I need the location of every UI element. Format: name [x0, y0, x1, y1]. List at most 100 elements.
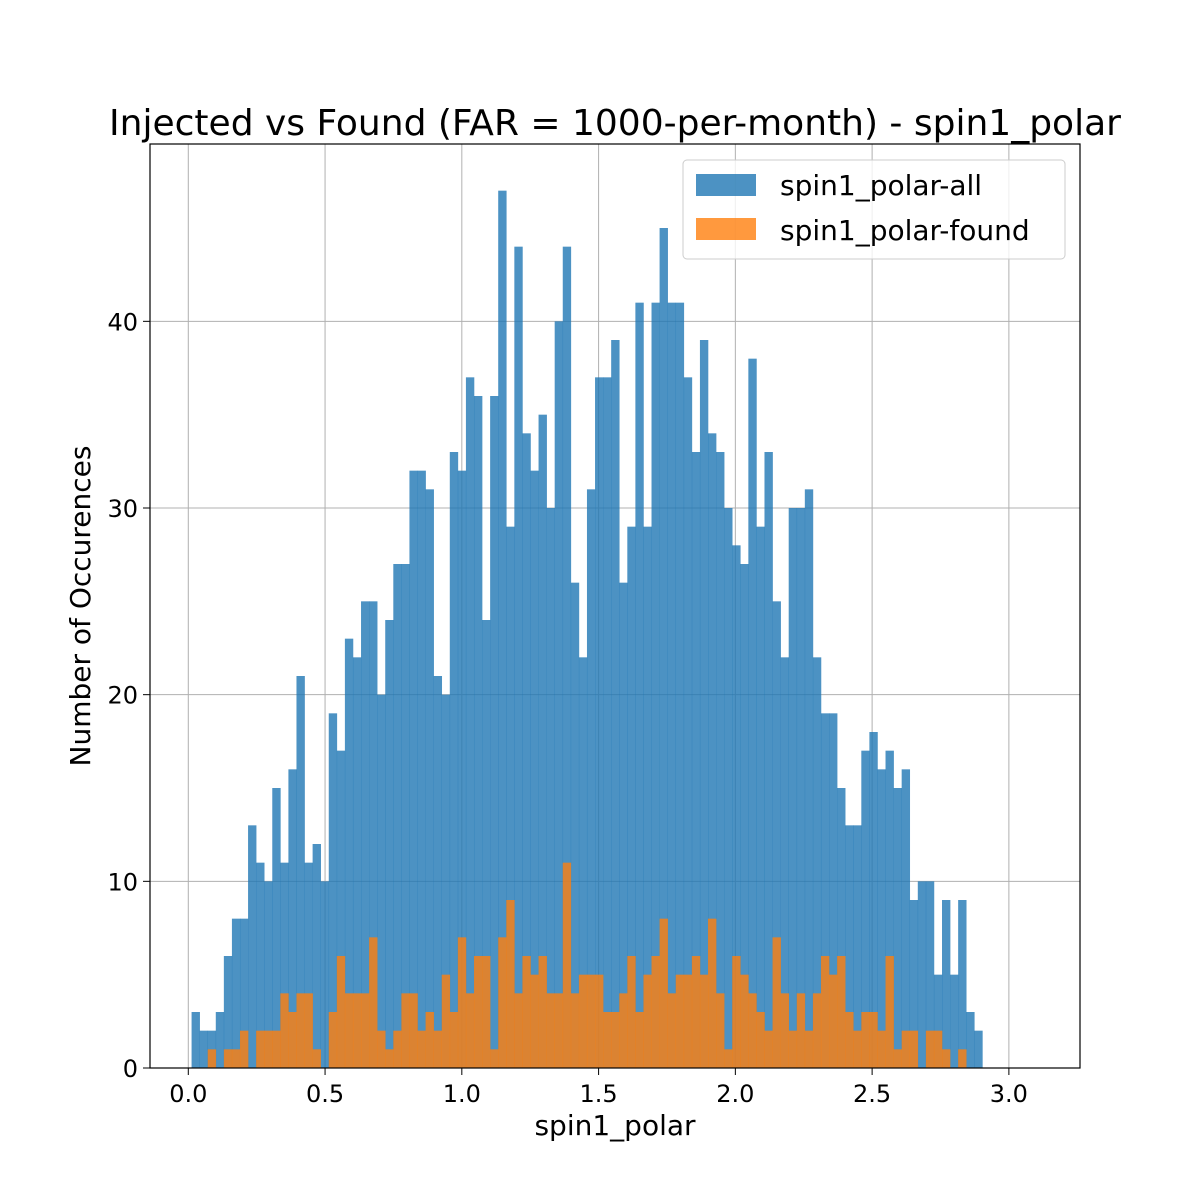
bar-found [804, 1030, 814, 1068]
bar-all [280, 862, 289, 1068]
bar-all [328, 713, 338, 1068]
bar-found [845, 1012, 854, 1068]
bar-all [264, 881, 273, 1068]
bar-found [417, 1030, 426, 1068]
bar-all [272, 788, 281, 1068]
x-tick-label: 1.0 [443, 1080, 481, 1108]
bar-found [627, 956, 636, 1068]
bar-found [724, 1049, 733, 1068]
plot-frame [149, 143, 1081, 1069]
bar-found [554, 993, 564, 1068]
bar-all [958, 900, 967, 1068]
bar-all [909, 900, 919, 1068]
chart-title: Injected vs Found (FAR = 1000-per-month)… [109, 103, 1121, 144]
bar-found [716, 993, 725, 1068]
bar-found [780, 993, 789, 1068]
bar-found [643, 974, 652, 1068]
x-tick-label: 2.0 [716, 1080, 754, 1108]
bar-all [248, 825, 257, 1068]
bar-found [958, 1049, 967, 1068]
bar-found [756, 1012, 765, 1068]
bar-all [619, 582, 628, 1068]
bar-all [716, 452, 725, 1068]
bar-all [651, 302, 660, 1069]
bar-found [853, 1030, 862, 1068]
bar-all [336, 750, 346, 1068]
bar-all [506, 526, 515, 1068]
bar-all [441, 694, 451, 1068]
bar-all [401, 564, 410, 1068]
bar-all [578, 657, 588, 1068]
bar-all [312, 844, 321, 1068]
bar-all [603, 377, 612, 1068]
legend-swatch-all [696, 174, 756, 196]
bar-all [829, 713, 838, 1068]
bar-found [385, 1049, 394, 1068]
bar-found [312, 1049, 321, 1068]
bar-all [570, 582, 580, 1068]
bar-all [385, 620, 394, 1068]
bar-found [336, 956, 346, 1068]
bar-found [490, 1049, 499, 1068]
bar-all [199, 1030, 209, 1068]
bar-all [530, 470, 539, 1069]
bar-found [449, 1012, 459, 1068]
bar-all [256, 862, 265, 1068]
bar-all [627, 526, 636, 1068]
x-tick-label: 1.5 [580, 1080, 618, 1108]
x-tick-label: 3.0 [990, 1080, 1028, 1108]
bar-all [683, 377, 693, 1068]
bar-found [699, 974, 709, 1068]
bar-found [570, 993, 580, 1068]
bar-all [498, 190, 507, 1068]
bar-found [256, 1030, 265, 1068]
bar-all [457, 470, 467, 1069]
bar-all [554, 321, 564, 1068]
bar-all [304, 862, 313, 1068]
bar-all [845, 825, 854, 1068]
bar-found [465, 993, 475, 1068]
bar-found [788, 1030, 798, 1068]
bar-all [643, 526, 652, 1068]
bars [191, 190, 983, 1069]
x-axis-label: spin1_polar [534, 1109, 696, 1142]
bar-found [482, 956, 491, 1068]
bar-all [482, 620, 491, 1068]
bar-all [425, 489, 434, 1068]
bar-found [264, 1030, 273, 1068]
y-tick-label: 30 [107, 495, 138, 523]
y-tick-label: 0 [123, 1055, 138, 1083]
bar-all [764, 452, 773, 1068]
bar-found [933, 1030, 943, 1068]
bar-found [538, 956, 547, 1068]
bar-found [425, 1012, 434, 1068]
bar-all [788, 508, 798, 1068]
bar-all [514, 246, 523, 1068]
bar-all [756, 526, 765, 1068]
bar-found [885, 956, 894, 1068]
series-all [191, 190, 983, 1069]
bar-found [619, 993, 628, 1068]
bar-found [909, 1030, 919, 1068]
x-tick-label: 0.5 [306, 1080, 344, 1108]
bar-all [409, 470, 418, 1069]
y-tick-label: 40 [107, 308, 138, 336]
bar-all [966, 1012, 975, 1068]
bar-found [530, 974, 539, 1068]
bar-found [441, 974, 451, 1068]
bar-all [933, 974, 943, 1068]
bar-found [942, 1049, 951, 1068]
bar-all [796, 508, 806, 1068]
bar-all [724, 508, 733, 1068]
bar-found [239, 1030, 249, 1068]
bar-all [950, 974, 959, 1068]
bar-found [877, 1030, 886, 1068]
bar-found [369, 937, 378, 1068]
bar-all [320, 881, 330, 1068]
bar-found [901, 1030, 911, 1068]
bar-found [280, 993, 289, 1068]
bar-all [861, 750, 870, 1068]
bar-all [377, 694, 386, 1068]
bar-found [635, 1012, 644, 1068]
